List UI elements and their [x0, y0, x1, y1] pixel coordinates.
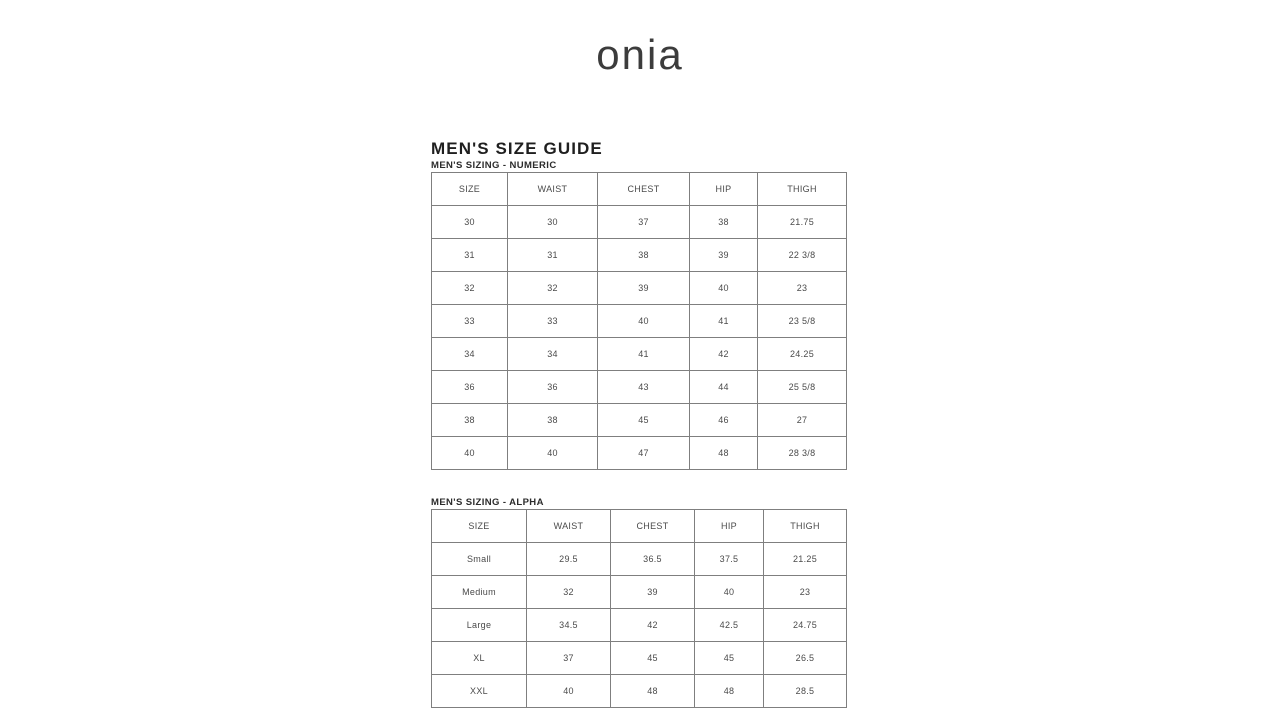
table-cell: 28 3/8	[757, 436, 847, 470]
numeric-size-table: SIZE WAIST CHEST HIP THIGH 30 30 37 38 2…	[431, 172, 847, 470]
table-cell: 38	[431, 403, 508, 437]
table-cell: 32	[431, 271, 508, 305]
column-header: SIZE	[431, 172, 508, 206]
table-cell: 40	[597, 304, 690, 338]
table-cell: 45	[694, 641, 764, 675]
table-cell: 30	[507, 205, 598, 239]
table-cell: 38	[507, 403, 598, 437]
table-row: 36 36 43 44 25 5/8	[431, 370, 847, 404]
column-header: THIGH	[757, 172, 847, 206]
column-header: WAIST	[526, 509, 611, 543]
table-row: 30 30 37 38 21.75	[431, 205, 847, 239]
alpha-table-label: MEN'S SIZING - ALPHA	[431, 497, 544, 508]
table-cell: 39	[610, 575, 695, 609]
table-cell: 48	[689, 436, 758, 470]
table-cell: 36	[431, 370, 508, 404]
table-cell: 34	[431, 337, 508, 371]
table-row: Small 29.5 36.5 37.5 21.25	[431, 542, 847, 576]
table-cell: 33	[431, 304, 508, 338]
column-header: WAIST	[507, 172, 598, 206]
table-cell: 36.5	[610, 542, 695, 576]
table-cell: 21.25	[763, 542, 847, 576]
table-header-row: SIZE WAIST CHEST HIP THIGH	[431, 172, 847, 206]
table-cell: 37	[597, 205, 690, 239]
table-row: 32 32 39 40 23	[431, 271, 847, 305]
table-cell: 32	[526, 575, 611, 609]
table-cell: 25 5/8	[757, 370, 847, 404]
table-cell: 33	[507, 304, 598, 338]
table-cell: 31	[431, 238, 508, 272]
table-cell: 23	[757, 271, 847, 305]
column-header: HIP	[694, 509, 764, 543]
table-cell: 34.5	[526, 608, 611, 642]
column-header: CHEST	[597, 172, 690, 206]
table-cell: 23 5/8	[757, 304, 847, 338]
table-cell: 46	[689, 403, 758, 437]
page-title: MEN'S SIZE GUIDE	[431, 139, 603, 159]
table-cell: 47	[597, 436, 690, 470]
table-cell: Small	[431, 542, 527, 576]
table-cell: 37	[526, 641, 611, 675]
table-cell: 45	[597, 403, 690, 437]
table-cell: Large	[431, 608, 527, 642]
table-row: Medium 32 39 40 23	[431, 575, 847, 609]
table-cell: 40	[431, 436, 508, 470]
numeric-table-label: MEN'S SIZING - NUMERIC	[431, 160, 557, 171]
table-cell: 24.25	[757, 337, 847, 371]
table-cell: 42	[610, 608, 695, 642]
brand-logo[interactable]: onia	[596, 31, 684, 78]
table-cell: 30	[431, 205, 508, 239]
table-cell: 45	[610, 641, 695, 675]
table-row: XL 37 45 45 26.5	[431, 641, 847, 675]
table-cell: 39	[689, 238, 758, 272]
table-cell: XXL	[431, 674, 527, 708]
table-cell: 41	[597, 337, 690, 371]
table-row: 31 31 38 39 22 3/8	[431, 238, 847, 272]
table-row: 34 34 41 42 24.25	[431, 337, 847, 371]
table-header-row: SIZE WAIST CHEST HIP THIGH	[431, 509, 847, 543]
table-cell: 26.5	[763, 641, 847, 675]
table-cell: 48	[610, 674, 695, 708]
table-cell: 36	[507, 370, 598, 404]
table-cell: 22 3/8	[757, 238, 847, 272]
column-header: SIZE	[431, 509, 527, 543]
table-cell: 37.5	[694, 542, 764, 576]
column-header: CHEST	[610, 509, 695, 543]
table-cell: 42.5	[694, 608, 764, 642]
table-cell: 40	[526, 674, 611, 708]
table-cell: 48	[694, 674, 764, 708]
table-cell: 24.75	[763, 608, 847, 642]
table-row: 33 33 40 41 23 5/8	[431, 304, 847, 338]
table-cell: 23	[763, 575, 847, 609]
table-cell: 27	[757, 403, 847, 437]
table-cell: 42	[689, 337, 758, 371]
table-cell: 38	[597, 238, 690, 272]
table-cell: 31	[507, 238, 598, 272]
table-cell: 28.5	[763, 674, 847, 708]
table-cell: 40	[689, 271, 758, 305]
column-header: HIP	[689, 172, 758, 206]
table-cell: 21.75	[757, 205, 847, 239]
table-row: Large 34.5 42 42.5 24.75	[431, 608, 847, 642]
table-cell: 29.5	[526, 542, 611, 576]
alpha-size-table: SIZE WAIST CHEST HIP THIGH Small 29.5 36…	[431, 509, 847, 708]
table-cell: XL	[431, 641, 527, 675]
table-cell: 39	[597, 271, 690, 305]
table-cell: 41	[689, 304, 758, 338]
table-cell: 43	[597, 370, 690, 404]
column-header: THIGH	[763, 509, 847, 543]
table-cell: 40	[507, 436, 598, 470]
table-cell: Medium	[431, 575, 527, 609]
table-cell: 40	[694, 575, 764, 609]
table-cell: 34	[507, 337, 598, 371]
table-row: 38 38 45 46 27	[431, 403, 847, 437]
table-row: 40 40 47 48 28 3/8	[431, 436, 847, 470]
table-cell: 44	[689, 370, 758, 404]
table-cell: 38	[689, 205, 758, 239]
table-row: XXL 40 48 48 28.5	[431, 674, 847, 708]
table-cell: 32	[507, 271, 598, 305]
